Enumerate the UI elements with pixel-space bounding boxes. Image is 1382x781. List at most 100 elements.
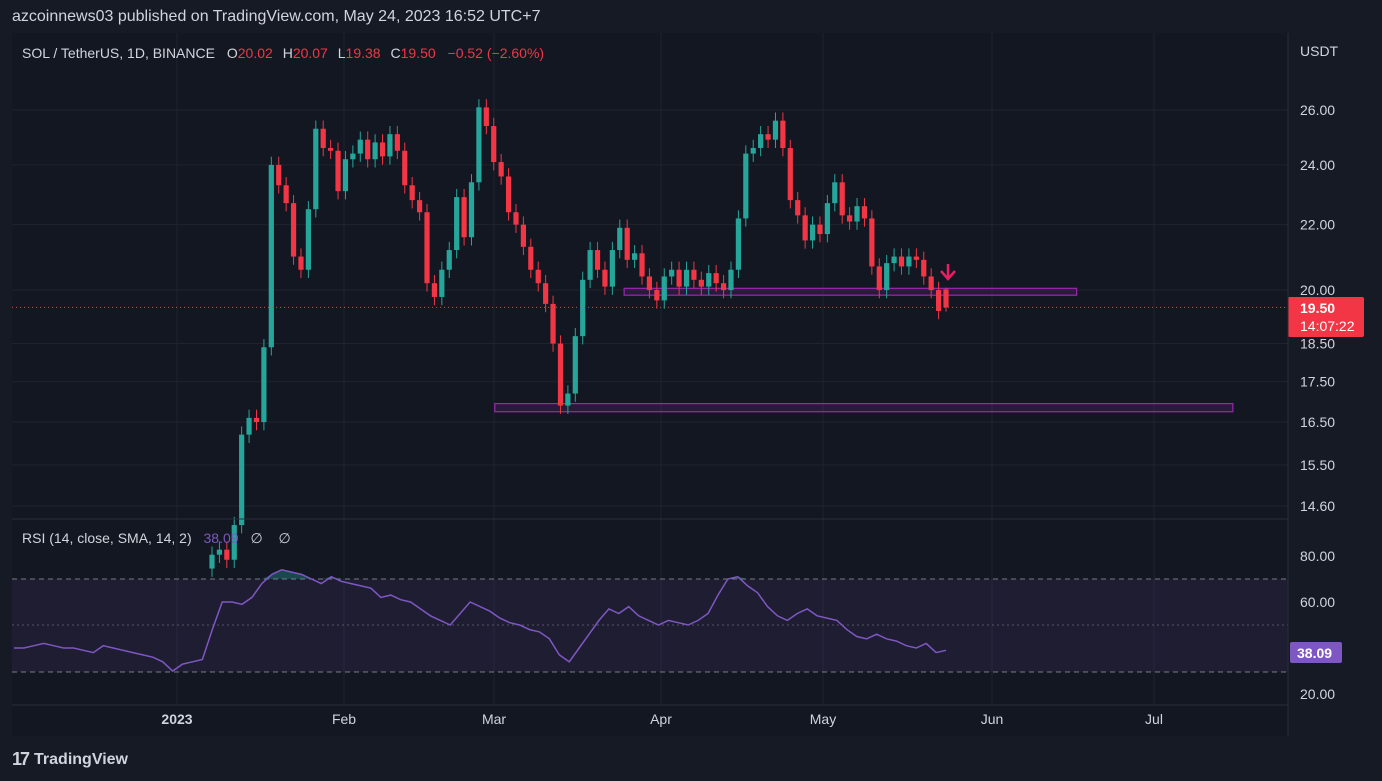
candle: [387, 125, 393, 165]
candle: [298, 248, 304, 279]
high-value: 20.07: [293, 45, 328, 61]
candle: [765, 125, 771, 148]
candle: [535, 261, 541, 292]
candle: [454, 188, 460, 259]
candle: [572, 327, 578, 402]
candle: [928, 268, 934, 299]
rsi-legend-value: 38.09: [204, 530, 239, 546]
candle: [461, 188, 467, 246]
tradingview-logo-text: TradingView: [34, 750, 128, 768]
rsi-tick-label: 80.00: [1300, 548, 1335, 564]
candle: [654, 281, 660, 309]
candle: [550, 295, 556, 352]
candle: [935, 281, 942, 320]
candle: [743, 145, 749, 227]
tradingview-logo[interactable]: 17 TradingView: [12, 749, 128, 770]
candle: [520, 216, 526, 256]
time-tick-label: 2023: [161, 711, 192, 727]
time-tick-label: Apr: [650, 711, 672, 727]
candle: [328, 139, 334, 160]
candle: [683, 261, 690, 295]
candle: [313, 120, 319, 218]
rsi-empty-value-1: ∅: [250, 530, 262, 546]
candle: [216, 541, 223, 563]
candle: [320, 120, 326, 157]
currency-label: USDT: [1300, 43, 1339, 59]
candle: [669, 261, 675, 285]
candle: [379, 134, 386, 165]
candle: [624, 219, 630, 269]
candle: [802, 207, 808, 249]
candle: [468, 174, 475, 246]
candle: [676, 261, 682, 295]
svg-text:RSI (14, close, SMA, 14, 2): RSI (14, close, SMA, 14, 2) 38.09 ∅ ∅: [22, 530, 291, 546]
candle: [646, 268, 653, 299]
candle: [720, 275, 727, 299]
chart-background: [12, 33, 1288, 736]
candle: [728, 261, 734, 299]
rsi-tick-label: 60.00: [1300, 594, 1335, 610]
close-label: C: [390, 45, 400, 61]
candle: [632, 245, 638, 269]
candle: [335, 142, 341, 200]
time-axis: 2023 Feb Mar Apr May Jun Jul: [161, 711, 1163, 727]
candle: [898, 248, 905, 275]
close-value: 19.50: [401, 45, 436, 61]
candle: [698, 271, 704, 295]
candle: [602, 261, 608, 295]
candle: [365, 131, 371, 168]
candle: [231, 516, 237, 569]
candle: [617, 219, 623, 259]
open-value: 20.02: [238, 45, 273, 61]
candle: [342, 151, 349, 200]
price-tick-label: 22.00: [1300, 217, 1335, 233]
candle: [261, 339, 267, 431]
price-tick-label: 26.00: [1300, 102, 1335, 118]
rsi-line: [14, 569, 947, 672]
rsi-axis: 80.00 60.00 20.00: [1300, 548, 1335, 702]
candle: [876, 258, 882, 299]
candle: [795, 191, 801, 224]
candle: [854, 197, 860, 230]
candle: [439, 261, 445, 306]
low-label: L: [338, 45, 346, 61]
candle: [394, 125, 400, 160]
rsi-band-background: [12, 579, 1288, 672]
candle: [483, 99, 489, 135]
price-zones: [494, 287, 1234, 413]
candle: [772, 112, 779, 148]
candle: [861, 197, 868, 227]
candle: [409, 177, 415, 209]
price-tick-label: 20.00: [1300, 282, 1335, 298]
candle: [290, 194, 297, 265]
price-tick-label: 17.50: [1300, 374, 1335, 390]
candle: [758, 125, 764, 157]
price-tick-label: 24.00: [1300, 157, 1335, 173]
candle: [706, 264, 712, 295]
candle: [884, 254, 890, 299]
candle: [891, 248, 897, 272]
last-price-tag: [1288, 297, 1364, 337]
candle: [809, 216, 816, 249]
candle: [847, 207, 853, 230]
down-arrow-icon: [940, 264, 956, 281]
symbol-label: SOL / TetherUS, 1D, BINANCE: [22, 45, 215, 61]
published-header: azcoinnews03 published on TradingView.co…: [12, 8, 541, 25]
candle: [246, 409, 252, 443]
candle: [906, 248, 912, 275]
candle: [491, 117, 497, 171]
candle: [817, 216, 823, 243]
price-tick-label: 16.50: [1300, 414, 1335, 430]
candlestick-series: [209, 99, 949, 577]
open-label: O: [227, 45, 238, 61]
candle: [921, 251, 927, 285]
candle: [691, 261, 697, 289]
candle: [750, 139, 756, 162]
candle: [268, 156, 274, 356]
candle: [565, 385, 571, 414]
candle: [557, 335, 564, 414]
candle: [372, 134, 378, 168]
price-axis: 26.00 24.00 22.00 20.00 18.50 17.50 16.50 15.50…: [1300, 102, 1335, 514]
price-tick-label: 15.50: [1300, 457, 1335, 473]
